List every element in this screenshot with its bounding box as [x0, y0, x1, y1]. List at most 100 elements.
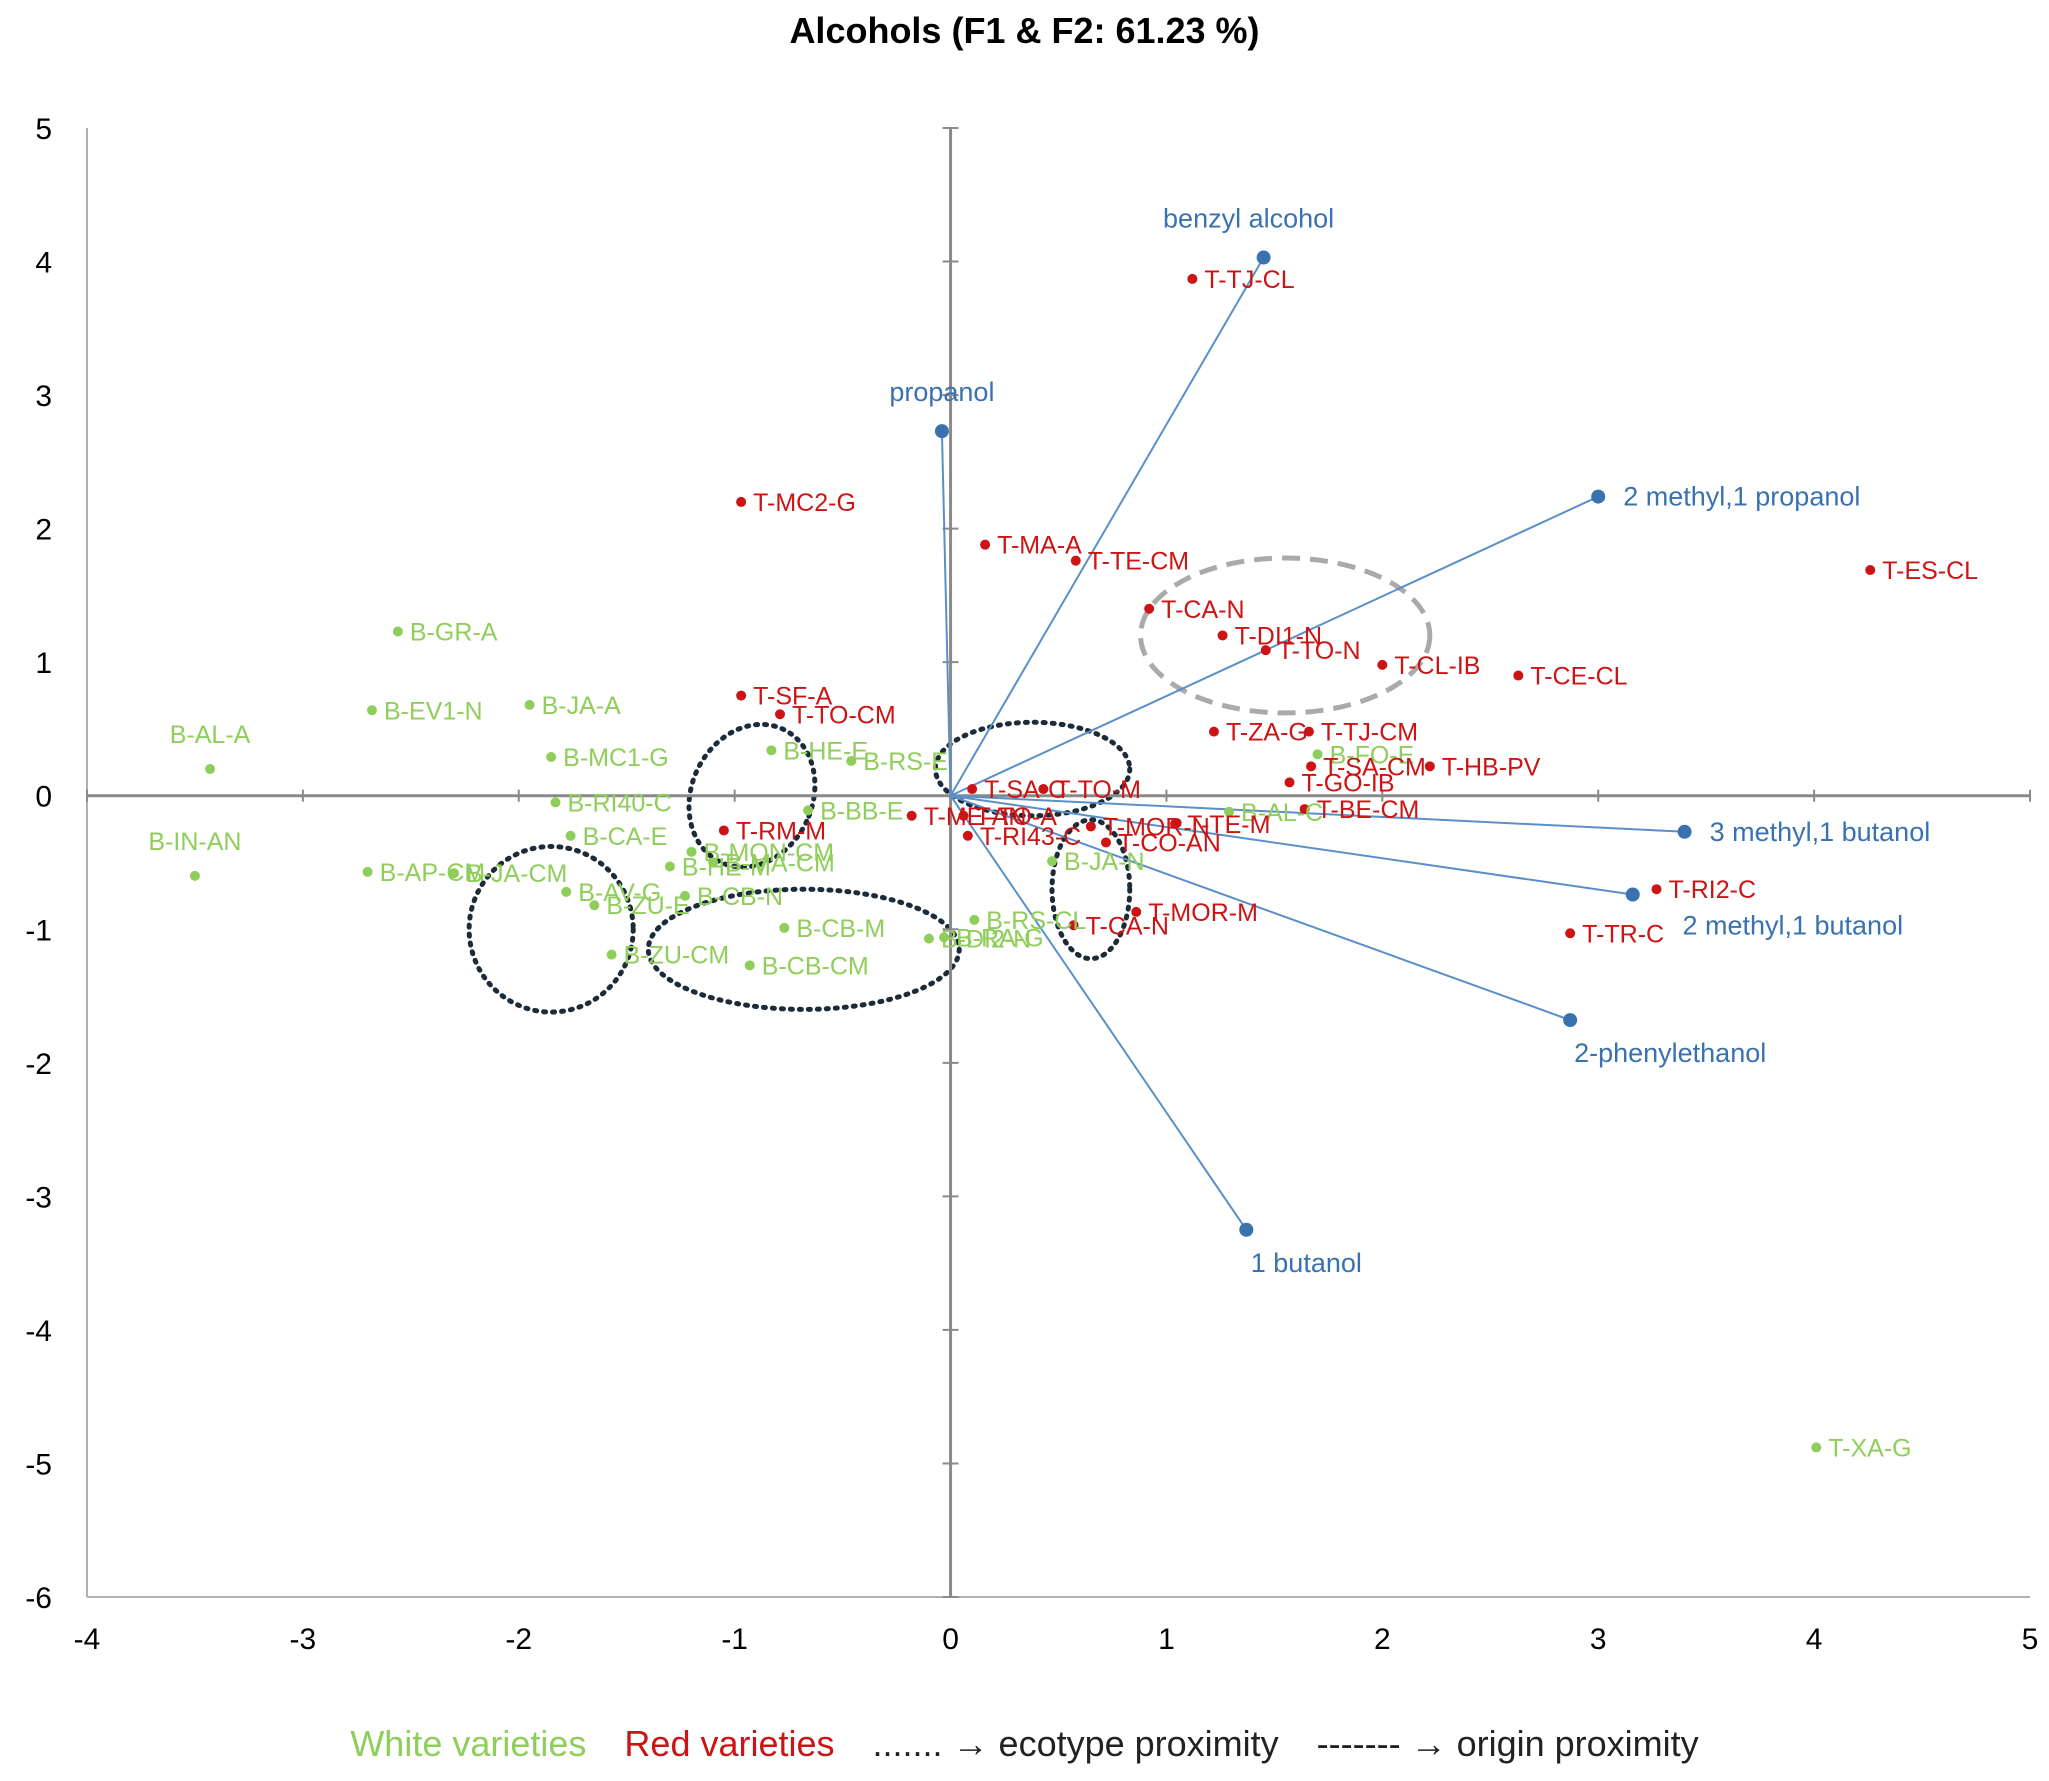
red-variety-point: [1070, 555, 1081, 566]
red-variety-point: [1513, 670, 1524, 681]
red-variety-point: [736, 496, 747, 507]
y-tick-label: 1: [35, 647, 52, 680]
white-variety-point: [606, 949, 617, 960]
white-variety-point: [939, 932, 950, 943]
ecotype-proximity-ellipse: [645, 886, 962, 1012]
y-tick-label: -2: [25, 1048, 52, 1081]
y-tick-label: -6: [25, 1582, 52, 1615]
x-tick-label: -3: [290, 1623, 317, 1656]
origin-proximity-ellipse: [1138, 555, 1433, 716]
variable-point: [1239, 1222, 1254, 1237]
red-variety-point: [1217, 630, 1228, 641]
legend-origin-proximity: ------- → origin proximity: [1316, 1723, 1699, 1764]
variable-point: [1563, 1013, 1578, 1028]
variable-label: 2 methyl,1 butanol: [1682, 911, 1903, 941]
white-variety-point: [366, 705, 377, 716]
white-variety-point: [1047, 856, 1058, 867]
x-tick-label: 0: [942, 1623, 959, 1656]
x-tick-label: -2: [505, 1623, 532, 1656]
point-label: T-SF-A: [753, 683, 832, 711]
y-tick-label: -5: [25, 1448, 52, 1481]
point-label: T-TJ-CM: [1321, 719, 1418, 747]
point-label: T-CA-N: [1086, 912, 1169, 940]
point-label: T-MA-A: [997, 532, 1082, 560]
red-variety-point: [1299, 804, 1310, 815]
point-label: T-TO-N: [1278, 637, 1361, 665]
variable-vector: [950, 794, 1685, 833]
variable-label: benzyl alcohol: [1163, 204, 1334, 234]
y-tick-label: 0: [35, 781, 52, 814]
y-tick-label: 3: [35, 380, 52, 413]
variable-label: 2 methyl,1 propanol: [1623, 482, 1860, 512]
point-label: B-RI40-C: [567, 789, 671, 817]
red-variety-point: [1651, 884, 1662, 895]
point-label: B-CB-M: [796, 915, 885, 943]
y-tick-label: 4: [35, 247, 52, 280]
ecotype-proximity-ellipse: [466, 843, 636, 1015]
point-label: B-JA-CM: [466, 860, 567, 888]
white-variety-point: [205, 764, 216, 775]
red-variety-point: [1208, 726, 1219, 737]
axes: -4 -3 -2 -1 0 1 2 3 4 5 -6 -5 -4 -3 -2 -1 0 1 2 3 4 5: [25, 113, 2038, 1656]
red-variety-point: [1260, 645, 1271, 656]
ecotype-proximity-ellipse: [932, 719, 1133, 819]
x-tick-label: 4: [1806, 1623, 1823, 1656]
red-variety-point: [1170, 818, 1181, 829]
point-label: T-CE-CL: [1530, 663, 1627, 691]
point-label: T-RM-M: [736, 817, 826, 845]
point-label: T-MOR-M: [1148, 899, 1258, 927]
red-variety-point: [718, 825, 729, 836]
red-variety-point: [1306, 761, 1317, 772]
red-variety-point: [967, 784, 978, 795]
point-label: B-RS-E: [863, 748, 948, 776]
point-label: B-CB-N: [697, 883, 783, 911]
point-label: T-BE-CM: [1317, 796, 1420, 824]
point-label: T-XA-G: [1828, 1434, 1911, 1462]
red-variety-point: [962, 830, 973, 841]
point-label: T-CO-AN: [1118, 829, 1221, 857]
white-variety-point: [744, 960, 755, 971]
point-label: T-SA-C: [984, 776, 1066, 804]
point-labels: B-GR-A B-EV1-N B-JA-A B-AL-A B-MC1-G B-IN-AN B…: [148, 204, 1978, 1463]
y-tick-label: 2: [35, 514, 52, 547]
red-variety-point: [775, 709, 786, 720]
variable-label: 1 butanol: [1251, 1248, 1362, 1278]
red-variety-point: [1100, 837, 1111, 848]
point-label: T-TE-CM: [1088, 548, 1189, 576]
variable-label: 3 methyl,1 butanol: [1710, 817, 1931, 847]
variable-point: [1677, 824, 1692, 839]
point-label: T-ZA-G: [1226, 719, 1308, 747]
variable-point: [1591, 489, 1606, 504]
point-label: T-RI43-C: [980, 823, 1081, 851]
legend: White varieties Red varieties ....... → …: [0, 1723, 2049, 1765]
red-variety-point: [1038, 784, 1049, 795]
point-label: B-AV-G: [578, 879, 661, 907]
point-label: B-HE-E: [783, 737, 868, 765]
proximity-ellipses: [466, 555, 1433, 1015]
point-label: T-ES-CL: [1882, 557, 1978, 585]
point-label: T-ME-AN: [924, 803, 1027, 831]
variable-label: propanol: [889, 377, 994, 407]
ecotype-proximity-ellipse: [1049, 817, 1133, 962]
point-label: T-TO-M: [1055, 776, 1141, 804]
red-variety-point: [1284, 777, 1295, 788]
point-label: B-AL-C: [1241, 799, 1323, 827]
red-variety-point: [1131, 906, 1142, 917]
point-label: T-CA-N: [1161, 596, 1244, 624]
legend-ecotype-proximity: ....... → ecotype proximity: [872, 1723, 1279, 1764]
point-label: B-CB-CM: [762, 952, 869, 980]
white-variety-point: [664, 861, 675, 872]
point-label: B-JA-A: [542, 692, 622, 720]
point-label: T-SA-CM: [1323, 753, 1426, 781]
point-label: B-CA-E: [583, 823, 668, 851]
variable-point: [934, 424, 949, 439]
red-variety-point: [980, 539, 991, 550]
point-label: B-MC1-G: [563, 744, 669, 772]
white-variety-point: [708, 857, 719, 868]
point-label: T-MC2-G: [753, 489, 856, 517]
red-variety-point: [1068, 920, 1079, 931]
variable-point: [1256, 250, 1271, 265]
white-variety-point: [589, 900, 600, 911]
white-variety-point: [1811, 1442, 1822, 1453]
variable-vector: [940, 431, 952, 796]
